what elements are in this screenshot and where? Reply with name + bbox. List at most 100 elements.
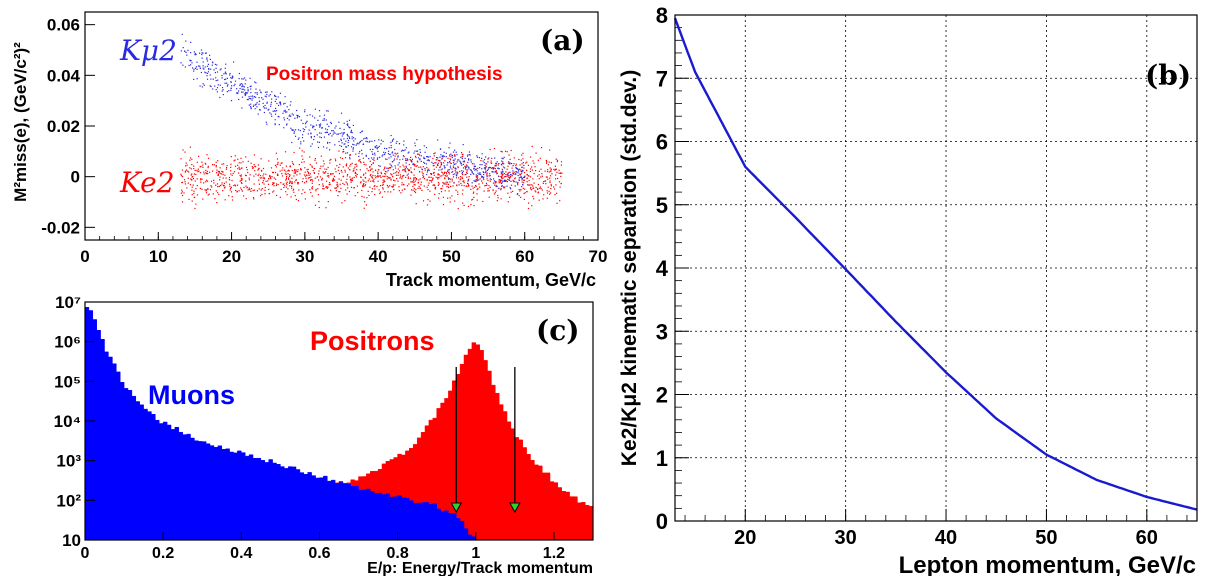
ke2-point bbox=[414, 190, 416, 192]
ke2-point bbox=[215, 190, 217, 192]
kmu2-point bbox=[353, 140, 355, 142]
ke2-point bbox=[262, 180, 264, 182]
kmu2-point bbox=[194, 54, 196, 56]
ke2-point bbox=[191, 173, 193, 175]
ke2-point bbox=[395, 172, 397, 174]
kmu2-point bbox=[236, 92, 239, 95]
kmu2-point bbox=[278, 124, 280, 126]
kmu2-point bbox=[226, 91, 228, 93]
ke2-point bbox=[294, 181, 296, 183]
ke2-point bbox=[322, 165, 324, 167]
ke2-point bbox=[362, 185, 364, 187]
ke2-point bbox=[509, 187, 511, 189]
ke2-point bbox=[229, 183, 231, 185]
ke2-point bbox=[230, 187, 232, 190]
ke2-point bbox=[205, 169, 207, 171]
ke2-point bbox=[506, 176, 508, 178]
kmu2-point bbox=[492, 168, 494, 170]
ke2-point bbox=[335, 160, 337, 162]
ke2-point bbox=[314, 177, 316, 179]
ke2-point bbox=[495, 181, 497, 183]
ke2-point bbox=[192, 184, 194, 186]
ke2-point bbox=[386, 171, 388, 173]
kmu2-point bbox=[298, 137, 300, 139]
kmu2-point bbox=[377, 157, 379, 159]
ke2-point bbox=[532, 185, 534, 187]
ke2-point bbox=[342, 176, 345, 178]
ke2-point bbox=[309, 164, 311, 166]
ke2-point bbox=[531, 205, 533, 207]
ke2-point bbox=[318, 201, 320, 203]
kmu2-point bbox=[223, 73, 225, 75]
ke2-point bbox=[493, 147, 496, 150]
ke2-point bbox=[461, 155, 463, 158]
kmu2-point bbox=[467, 154, 469, 156]
ke2-point bbox=[442, 174, 444, 176]
kmu2-point bbox=[192, 67, 194, 69]
kmu2-point bbox=[296, 114, 298, 116]
kmu2-point bbox=[247, 89, 249, 91]
ke2-point bbox=[301, 161, 303, 163]
ke2-point bbox=[523, 179, 525, 181]
kmu2-point bbox=[423, 161, 425, 163]
ke2-point bbox=[345, 189, 347, 191]
ke2-point bbox=[293, 172, 295, 174]
kmu2-point bbox=[313, 135, 315, 138]
ke2-point bbox=[245, 156, 247, 158]
kmu2-point bbox=[222, 94, 224, 96]
kmu2-point bbox=[509, 162, 511, 164]
panel-b-ytick-label: 1 bbox=[656, 446, 668, 471]
ke2-point bbox=[273, 185, 275, 187]
ke2-point bbox=[268, 192, 271, 195]
kmu2-point bbox=[226, 82, 228, 84]
ke2-point bbox=[325, 171, 327, 173]
ke2-point bbox=[428, 160, 430, 162]
ke2-point bbox=[190, 178, 192, 180]
ke2-point bbox=[440, 188, 442, 190]
ke2-point bbox=[372, 162, 374, 164]
ke2-point bbox=[491, 171, 493, 173]
kmu2-point bbox=[250, 88, 252, 90]
kmu2-point bbox=[435, 162, 437, 164]
ke2-point bbox=[422, 174, 424, 176]
kmu2-point bbox=[291, 113, 293, 115]
ke2-point bbox=[349, 165, 351, 167]
ke2-point bbox=[239, 174, 241, 177]
ke2-point bbox=[437, 184, 439, 186]
ke2-point bbox=[353, 168, 355, 170]
kmu2-point bbox=[468, 159, 470, 161]
kmu2-point bbox=[371, 140, 373, 142]
ke2-point bbox=[448, 172, 450, 174]
ke2-point bbox=[428, 182, 430, 184]
kmu2-point bbox=[391, 166, 393, 168]
ke2-point bbox=[514, 177, 516, 179]
kmu2-point bbox=[275, 107, 277, 109]
kmu2-point bbox=[286, 111, 288, 113]
kmu2-point bbox=[325, 119, 327, 121]
kmu2-point bbox=[285, 111, 287, 113]
ke2-point bbox=[324, 168, 326, 170]
ke2-point bbox=[231, 174, 233, 176]
kmu2-point bbox=[209, 85, 211, 87]
kmu2-point bbox=[300, 119, 302, 121]
kmu2-point bbox=[347, 139, 350, 141]
kmu2-point bbox=[270, 105, 272, 107]
ke2-point bbox=[247, 160, 249, 162]
series-label-muons: Muons bbox=[148, 380, 235, 410]
ke2-point bbox=[518, 189, 520, 191]
ke2-point bbox=[496, 200, 498, 202]
ke2-point bbox=[297, 169, 299, 171]
ke2-point bbox=[318, 170, 320, 172]
ke2-point bbox=[304, 191, 306, 193]
ke2-point bbox=[301, 150, 303, 152]
ke2-point bbox=[408, 169, 410, 171]
ke2-point bbox=[513, 171, 515, 173]
ke2-point bbox=[531, 169, 533, 171]
ke2-point bbox=[394, 155, 396, 157]
ke2-point bbox=[390, 179, 392, 181]
ke2-point bbox=[219, 167, 221, 169]
kmu2-point bbox=[454, 167, 456, 169]
kmu2-point bbox=[330, 121, 332, 123]
ke2-point bbox=[224, 174, 226, 176]
kmu2-point bbox=[388, 157, 390, 159]
